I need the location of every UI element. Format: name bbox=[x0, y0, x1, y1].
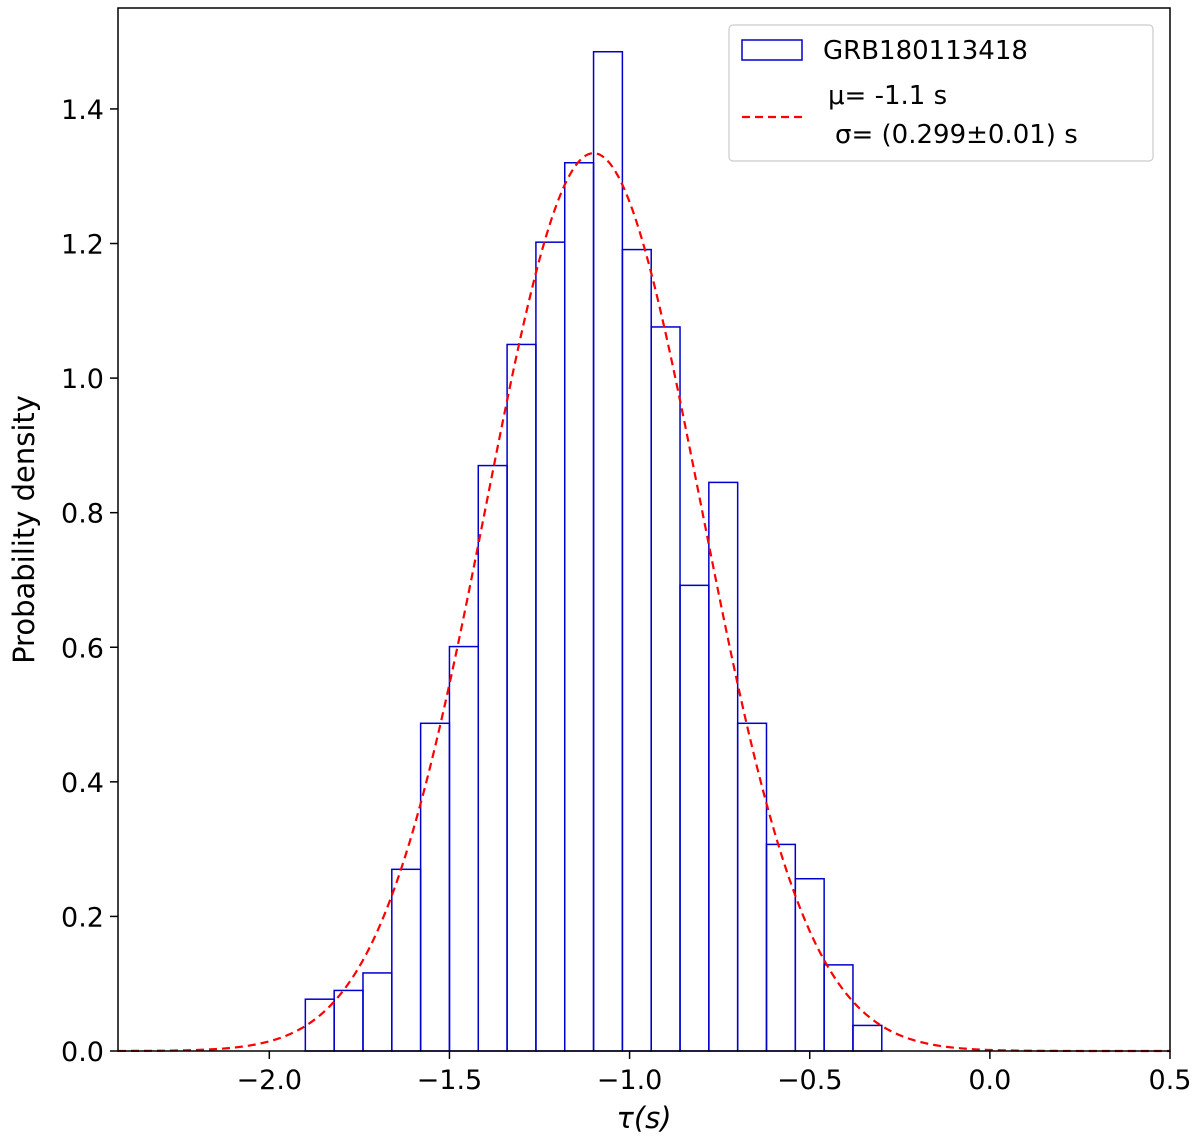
histogram-bars bbox=[304, 50, 883, 1052]
histogram-bar bbox=[535, 241, 566, 1052]
histogram-bar bbox=[419, 722, 451, 1052]
histogram-bar bbox=[765, 843, 797, 1052]
x-tick-label: 0.5 bbox=[1149, 1065, 1192, 1096]
y-tick-label: 1.4 bbox=[61, 95, 104, 126]
y-tick-label: 0.2 bbox=[61, 902, 104, 933]
histogram-bar bbox=[391, 868, 422, 1052]
legend: GRB180113418 μ= -1.1 s σ= (0.299±0.01) s bbox=[728, 24, 1154, 162]
histogram-bar bbox=[621, 248, 652, 1052]
legend-fit-sigma-label: σ= (0.299±0.01) s bbox=[835, 120, 1078, 150]
y-tick-label: 0.6 bbox=[61, 633, 104, 664]
plot-frame bbox=[117, 7, 1171, 1052]
histogram-bar bbox=[650, 326, 681, 1052]
histogram-bar bbox=[362, 972, 393, 1052]
histogram-bar bbox=[592, 50, 624, 1052]
x-axis: −2.0 −1.5 −1.0 −0.5 0.0 0.5 bbox=[237, 1051, 1192, 1096]
histogram-bar bbox=[333, 989, 364, 1052]
histogram-bar bbox=[477, 464, 508, 1052]
histogram-bar bbox=[563, 162, 595, 1052]
y-tick-label: 1.2 bbox=[61, 230, 104, 261]
y-tick-label: 1.0 bbox=[61, 364, 104, 395]
legend-fit-mu-label: μ= -1.1 s bbox=[828, 81, 947, 111]
x-tick-label: −2.0 bbox=[237, 1065, 303, 1096]
legend-histogram-swatch bbox=[741, 39, 803, 61]
histogram-bar bbox=[448, 645, 480, 1052]
histogram-bar bbox=[679, 584, 710, 1052]
y-axis: 0.0 0.2 0.4 0.6 0.8 1.0 1.2 1.4 bbox=[61, 95, 118, 1068]
y-tick-label: 0.8 bbox=[61, 499, 104, 530]
y-tick-label: 0.4 bbox=[61, 768, 104, 799]
x-tick-label: −0.5 bbox=[777, 1065, 843, 1096]
y-axis-label: Probability density bbox=[7, 395, 41, 664]
histogram-bar bbox=[852, 1024, 883, 1052]
histogram-bar bbox=[736, 722, 768, 1052]
gaussian-fit-curve bbox=[117, 152, 1170, 1053]
y-tick-label: 0.0 bbox=[61, 1037, 104, 1068]
x-tick-label: −1.0 bbox=[597, 1065, 663, 1096]
legend-histogram-label: GRB180113418 bbox=[823, 36, 1028, 66]
legend-box bbox=[728, 24, 1154, 162]
histogram-bar bbox=[823, 964, 854, 1052]
x-tick-label: −1.5 bbox=[417, 1065, 483, 1096]
x-tick-label: 0.0 bbox=[968, 1065, 1011, 1096]
x-axis-label: τ(s) bbox=[616, 1101, 671, 1135]
histogram-bar bbox=[506, 343, 537, 1052]
